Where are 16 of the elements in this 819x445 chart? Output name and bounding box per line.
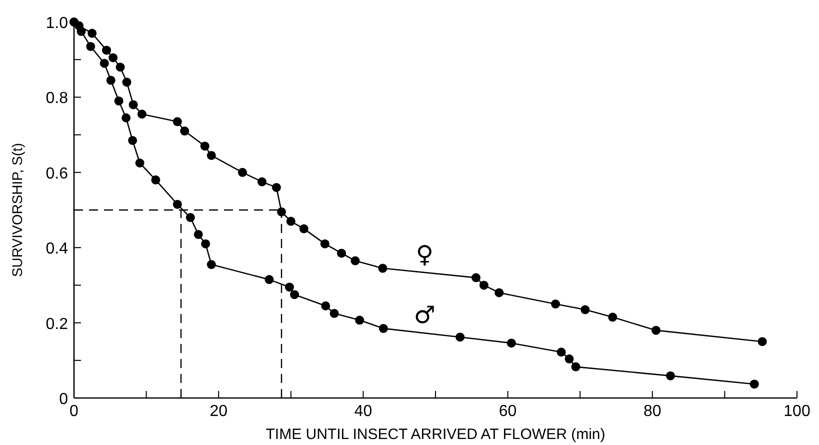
y-tick-label: 0.8 xyxy=(46,90,68,108)
y-tick-label: 0 xyxy=(59,391,68,408)
y-axis-title: SURVIVORSHIP, S(t) xyxy=(9,142,25,278)
x-tick-label: 100 xyxy=(784,403,810,420)
y-tick-label: 0.6 xyxy=(46,165,68,182)
series-label: ♂ xyxy=(414,301,436,330)
y-tick-label: 1.0 xyxy=(46,15,68,32)
series-label: ♀ xyxy=(416,240,434,269)
x-axis-title: TIME UNTIL INSECT ARRIVED AT FLOWER (min) xyxy=(266,426,606,443)
y-tick-label: 0.4 xyxy=(46,240,68,258)
x-tick-label: 0 xyxy=(70,403,79,420)
x-tick-label: 60 xyxy=(498,403,517,420)
x-tick-label: 80 xyxy=(644,403,662,420)
x-tick-label: 20 xyxy=(210,403,228,420)
x-tick-label: 40 xyxy=(354,403,372,420)
y-tick-label: 0.2 xyxy=(46,316,68,333)
